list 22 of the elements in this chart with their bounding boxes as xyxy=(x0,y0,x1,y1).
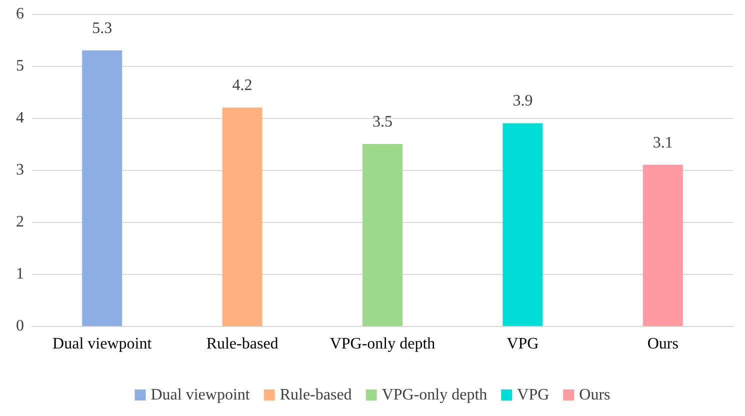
y-tick-label: 3 xyxy=(16,162,24,178)
y-tick-label: 2 xyxy=(16,214,24,230)
y-tick-label: 6 xyxy=(16,6,24,22)
y-tick-label: 5 xyxy=(16,58,24,74)
legend-label: Ours xyxy=(579,386,610,404)
x-tick-label: Rule-based xyxy=(206,336,278,352)
x-tick-label: Dual viewpoint xyxy=(52,336,152,352)
x-tick-label: VPG-only depth xyxy=(330,336,436,352)
legend-label: Rule-based xyxy=(280,386,352,404)
y-tick-label: 0 xyxy=(16,318,24,334)
data-label: 5.3 xyxy=(92,20,112,37)
data-label: 3.5 xyxy=(372,114,392,130)
data-label: 4.2 xyxy=(232,77,252,94)
data-label: 3.1 xyxy=(652,134,673,152)
y-tick-label: 1 xyxy=(16,266,24,282)
y-tick-label: 4 xyxy=(16,110,24,126)
x-tick-label: VPG xyxy=(506,336,540,352)
legend-label: VPG xyxy=(517,386,550,404)
data-label: 3.9 xyxy=(512,92,533,110)
legend-label: VPG-only depth xyxy=(382,386,488,404)
legend-label: Dual viewpoint xyxy=(150,386,250,404)
x-tick-label: Ours xyxy=(647,336,678,352)
